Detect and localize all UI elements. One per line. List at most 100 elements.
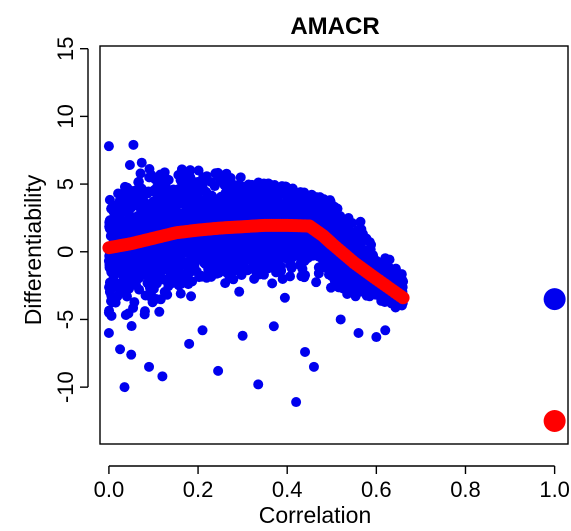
data-point (133, 176, 144, 187)
outlier-point (115, 344, 126, 355)
data-point (212, 171, 223, 182)
data-point (220, 188, 231, 199)
x-axis-label: Correlation (259, 502, 372, 528)
data-point (267, 278, 278, 289)
data-point (136, 157, 147, 168)
data-point (234, 261, 245, 272)
x-tick-label: 0.2 (183, 477, 214, 502)
data-point (271, 241, 282, 252)
data-point (258, 179, 269, 190)
data-point (155, 169, 166, 180)
data-point (390, 302, 401, 313)
data-point (151, 182, 162, 193)
data-point (263, 237, 274, 248)
outlier-point (253, 379, 264, 390)
x-tick-label: 0.4 (272, 477, 303, 502)
data-point (251, 267, 262, 278)
outlier-point (126, 349, 137, 360)
data-point (305, 197, 316, 208)
data-point (154, 268, 165, 279)
data-point (309, 206, 320, 217)
data-point (109, 213, 120, 224)
data-point (139, 309, 150, 320)
data-point (119, 198, 130, 209)
outlier-point (380, 325, 391, 336)
data-point (275, 231, 286, 242)
data-point (120, 309, 131, 320)
data-point (355, 216, 366, 227)
outlier-point (197, 325, 208, 336)
data-point (296, 202, 307, 213)
data-point (160, 259, 171, 270)
data-point (350, 291, 361, 302)
data-point (315, 263, 326, 274)
trend-point (396, 291, 410, 305)
outlier-point (213, 365, 224, 376)
data-point (228, 184, 239, 195)
outlier-point (103, 307, 114, 318)
data-point (386, 268, 397, 279)
data-point (132, 211, 143, 222)
highlight-point (543, 288, 566, 311)
data-point (285, 260, 296, 271)
data-point (135, 168, 146, 179)
outlier-point (291, 397, 302, 408)
data-point (274, 188, 285, 199)
data-point (161, 199, 172, 210)
outlier-point (119, 382, 130, 393)
data-point (124, 160, 135, 171)
data-point (144, 164, 155, 175)
data-point (289, 198, 300, 209)
data-point (168, 277, 179, 288)
data-point (240, 204, 251, 215)
data-point (306, 236, 317, 247)
x-tick-label: 0.6 (361, 477, 392, 502)
data-point (122, 269, 133, 280)
data-point (354, 238, 365, 249)
data-point (314, 249, 325, 260)
outlier-point (335, 314, 346, 325)
data-point (250, 184, 261, 195)
data-point (121, 291, 132, 302)
data-point (119, 280, 130, 291)
data-point (208, 252, 219, 263)
data-point (332, 203, 343, 214)
data-point (149, 256, 160, 267)
data-point (187, 276, 198, 287)
data-point (300, 270, 311, 281)
data-point (130, 260, 141, 271)
data-point (264, 192, 275, 203)
data-point (163, 174, 174, 185)
outlier-point (353, 327, 364, 338)
data-point (219, 203, 230, 214)
data-point (126, 191, 137, 202)
data-point (160, 248, 171, 259)
data-point (129, 297, 140, 308)
y-tick-label: 10 (53, 104, 78, 128)
data-point (290, 249, 301, 260)
outlier-point (237, 330, 248, 341)
x-tick-label: 0.8 (450, 477, 481, 502)
data-point (211, 199, 222, 210)
y-tick-label: -10 (53, 371, 78, 403)
data-point (186, 291, 197, 302)
data-point (342, 214, 353, 225)
data-point (104, 282, 115, 293)
data-point (112, 291, 123, 302)
highlight-point (543, 409, 566, 432)
data-point (118, 217, 129, 228)
highlight-points (543, 288, 566, 432)
data-point (232, 196, 243, 207)
data-point (356, 224, 367, 235)
data-point (334, 222, 345, 233)
data-point (322, 209, 333, 220)
outlier-point (103, 141, 114, 152)
plot-frame (99, 45, 569, 445)
data-point (117, 207, 128, 218)
data-point (201, 187, 212, 198)
data-point (259, 265, 270, 276)
outlier-point (103, 327, 114, 338)
x-tick-label: 1.0 (539, 477, 570, 502)
data-point (227, 207, 238, 218)
data-point (352, 277, 363, 288)
